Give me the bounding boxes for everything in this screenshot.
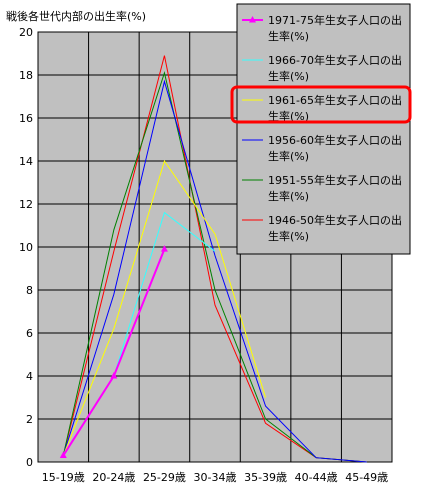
legend-label: 1966-70年生女子人口の出生率(%) — [268, 53, 402, 83]
y-axis-label: 戦後各世代内部の出生率(%) — [6, 9, 146, 23]
x-axis-ticks: 15-19歳 20-24歳 25-29歳 30-34歳 35-39歳 40-44歳 45-4… — [42, 471, 388, 484]
series-line — [62, 79, 367, 463]
x-tick-label: 15-19歳 — [42, 471, 85, 484]
legend-label: 1946-50年生女子人口の出生率(%) — [268, 213, 402, 243]
series-marker — [110, 372, 118, 379]
y-tick-label: 16 — [19, 112, 33, 125]
y-axis-ticks: 0 2 4 6 8 10 12 14 16 18 20 — [19, 26, 33, 469]
y-tick-label: 8 — [26, 284, 33, 297]
y-tick-label: 6 — [26, 327, 33, 340]
series-line — [62, 159, 267, 456]
highlight-box — [230, 85, 412, 124]
y-tick-label: 18 — [19, 69, 33, 82]
series-marker — [59, 451, 67, 459]
x-tick-label: 30-34歳 — [194, 471, 237, 484]
legend-box — [236, 3, 411, 255]
x-tick-label: 45-49歳 — [345, 471, 388, 484]
y-tick-label: 20 — [19, 26, 33, 39]
y-tick-label: 2 — [26, 413, 33, 426]
legend-label: 1956-60年生女子人口の出生率(%) — [268, 133, 402, 163]
y-tick-label: 12 — [19, 198, 33, 211]
legend-label: 1961-65年生女子人口の出生率(%) — [268, 93, 402, 123]
series-layer — [59, 55, 367, 463]
legend-label: 1951-55年生女子人口の出生率(%) — [268, 173, 402, 203]
x-tick-label: 20-24歳 — [92, 471, 135, 484]
legend-marker — [249, 16, 256, 23]
x-tick-label: 40-44歳 — [295, 471, 338, 484]
x-tick-label: 25-29歳 — [143, 471, 186, 484]
series-marker — [160, 245, 168, 252]
y-tick-label: 4 — [26, 370, 33, 383]
legend: 1971-75年生女子人口の出生率(%) 1966-70年生女子人口の出生率(%)… — [230, 3, 412, 255]
y-tick-label: 0 — [26, 456, 33, 469]
y-tick-label: 14 — [19, 155, 33, 168]
legend-label: 1971-75年生女子人口の出生率(%) — [268, 13, 402, 43]
y-tick-label: 10 — [19, 241, 33, 254]
x-tick-label: 35-39歳 — [244, 471, 287, 484]
